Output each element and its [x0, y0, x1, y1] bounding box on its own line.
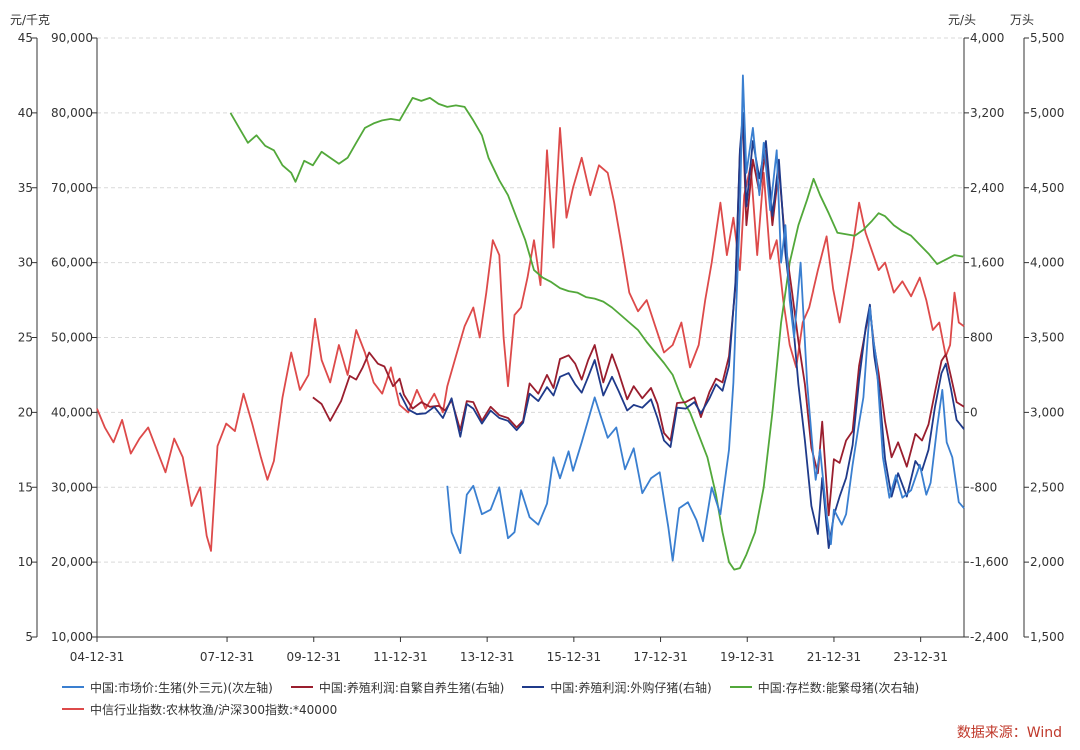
right-outer-axis-tick-label: 1,500 — [1030, 630, 1064, 644]
right-inner-axis-tick-label: -2,400 — [970, 630, 1009, 644]
x-axis-tick-label: 17-12-31 — [633, 650, 687, 664]
x-axis-tick-label: 21-12-31 — [807, 650, 861, 664]
left-inner-axis-tick-label: 60,000 — [51, 256, 93, 270]
legend-label: 中国:存栏数:能繁母猪(次右轴) — [757, 680, 920, 695]
legend-item: 中国:存栏数:能繁母猪(次右轴) — [729, 679, 920, 696]
x-axis-tick-label: 13-12-31 — [460, 650, 514, 664]
right-outer-axis-unit: 万头 — [1010, 13, 1034, 27]
left-outer-axis-tick-label: 5 — [25, 630, 33, 644]
left-outer-axis-tick-label: 10 — [18, 555, 33, 569]
left-outer-axis-tick-label: 35 — [18, 181, 33, 195]
right-inner-axis-unit: 元/头 — [948, 13, 976, 27]
legend-label: 中国:养殖利润:外购仔猪(右轴) — [550, 680, 712, 695]
left-outer-axis-tick-label: 15 — [18, 480, 33, 494]
data-source-note: 数据来源：Wind — [956, 725, 1062, 741]
left-outer-axis-tick-label: 45 — [18, 31, 33, 45]
right-outer-axis-tick-label: 4,000 — [1030, 256, 1064, 270]
legend-label: 中信行业指数:农林牧渔/沪深300指数:*40000 — [90, 702, 338, 717]
legend-item: 中国:市场价:生猪(外三元)(次左轴) — [62, 679, 273, 696]
legend-swatch — [522, 686, 545, 688]
right-inner-axis-tick-label: -1,600 — [970, 555, 1009, 569]
right-inner-axis-tick-label: 800 — [970, 331, 993, 345]
series-line-0 — [446, 74, 965, 562]
left-outer-axis-tick-label: 20 — [18, 405, 33, 419]
left-inner-axis-tick-label: 30,000 — [51, 480, 93, 494]
x-axis-tick-label: 11-12-31 — [373, 650, 427, 664]
legend-label: 中国:养殖利润:自繁自养生猪(右轴) — [318, 680, 505, 695]
left-inner-axis-tick-label: 70,000 — [51, 181, 93, 195]
right-outer-axis-tick-label: 2,500 — [1030, 480, 1064, 494]
x-axis-tick-label: 19-12-31 — [720, 650, 774, 664]
right-outer-axis-tick-label: 2,000 — [1030, 555, 1064, 569]
legend-item: 中国:养殖利润:自繁自养生猪(右轴) — [290, 679, 505, 696]
left-inner-axis-tick-label: 20,000 — [51, 555, 93, 569]
x-axis-tick-label: 09-12-31 — [287, 650, 341, 664]
left-axis-unit: 元/千克 — [10, 13, 50, 27]
right-outer-axis-tick-label: 5,500 — [1030, 31, 1064, 45]
x-axis-tick-label: 04-12-31 — [70, 650, 124, 664]
left-inner-axis-tick-label: 40,000 — [51, 405, 93, 419]
right-outer-axis-tick-label: 3,500 — [1030, 331, 1064, 345]
series-line-3 — [229, 97, 964, 571]
left-inner-axis-tick-label: 10,000 — [51, 630, 93, 644]
right-outer-axis-tick-label: 4,500 — [1030, 181, 1064, 195]
left-inner-axis-tick-label: 50,000 — [51, 331, 93, 345]
axes: 5 10 15 20 25 30 35 40 45 10,000 20,000 30,000 40,00… — [10, 13, 1064, 664]
x-axis-tick-label: 15-12-31 — [547, 650, 601, 664]
right-inner-axis-tick-label: 2,400 — [970, 181, 1004, 195]
chart: 5 10 15 20 25 30 35 40 45 10,000 20,000 30,000 40,00… — [10, 13, 1064, 664]
series-line-4 — [96, 127, 965, 552]
legend-swatch — [729, 686, 752, 688]
left-inner-axis-tick-label: 90,000 — [51, 31, 93, 45]
left-outer-axis-tick-label: 25 — [18, 331, 33, 345]
legend-swatch — [62, 686, 84, 688]
legend-row: 中国:市场价:生猪(外三元)(次左轴) 中国:养殖利润:自繁自养生猪(右轴) 中国:… — [62, 676, 1062, 698]
grid — [97, 37, 964, 563]
right-inner-axis-tick-label: 4,000 — [970, 31, 1004, 45]
right-inner-axis-tick-label: 3,200 — [970, 106, 1004, 120]
left-inner-axis-tick-label: 80,000 — [51, 106, 93, 120]
right-inner-axis-tick-label: -800 — [970, 480, 997, 494]
legend-swatch — [290, 686, 313, 688]
x-axis-tick-label: 07-12-31 — [200, 650, 254, 664]
legend-item: 中国:养殖利润:外购仔猪(右轴) — [522, 679, 712, 696]
legend-row: 中信行业指数:农林牧渔/沪深300指数:*40000 — [62, 698, 1062, 720]
x-axis-tick-label: 23-12-31 — [893, 650, 947, 664]
right-outer-axis-tick-label: 5,000 — [1030, 106, 1064, 120]
series-layer — [96, 74, 965, 571]
series-line-2 — [398, 112, 965, 549]
right-inner-axis-tick-label: 0 — [970, 405, 978, 419]
legend-item: 中信行业指数:农林牧渔/沪深300指数:*40000 — [62, 701, 337, 718]
legend-label: 中国:市场价:生猪(外三元)(次左轴) — [90, 680, 273, 695]
right-inner-axis-tick-label: 1,600 — [970, 256, 1004, 270]
legend-swatch — [62, 708, 84, 710]
right-outer-axis-tick-label: 3,000 — [1030, 405, 1064, 419]
legend: 中国:市场价:生猪(外三元)(次左轴) 中国:养殖利润:自繁自养生猪(右轴) 中国:… — [62, 676, 1062, 720]
left-outer-axis-tick-label: 30 — [18, 256, 33, 270]
left-outer-axis-tick-label: 40 — [18, 106, 33, 120]
